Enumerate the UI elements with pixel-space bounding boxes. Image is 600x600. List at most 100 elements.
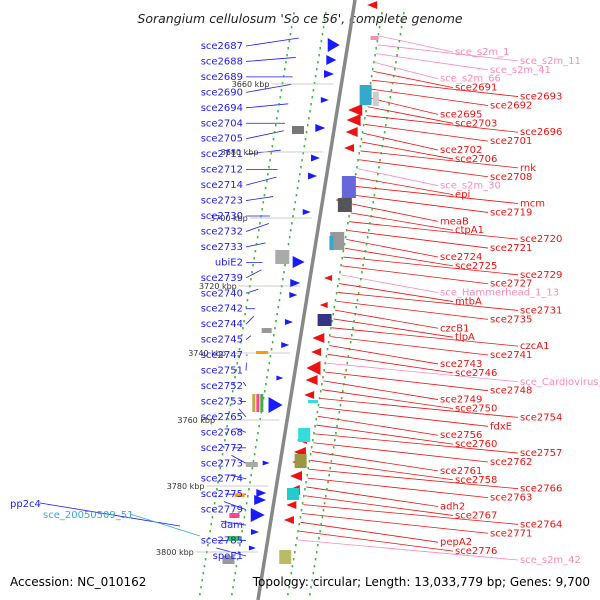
track-tick — [253, 453, 256, 456]
gene-label-left: sce2785 — [201, 536, 243, 547]
label-connector — [245, 223, 270, 232]
track-tick — [332, 313, 334, 316]
gene-label-right: meaB — [440, 216, 469, 227]
gene-label-right: sce2720 — [520, 234, 562, 245]
label-connector — [337, 292, 519, 311]
violet-block — [317, 314, 332, 326]
track-tick — [344, 376, 346, 379]
gene-arrow — [304, 391, 315, 399]
track-tick — [318, 537, 320, 540]
track-tick — [311, 579, 313, 582]
track-tick — [274, 124, 277, 127]
track-tick — [321, 383, 323, 386]
track-tick — [307, 467, 310, 470]
track-tick — [302, 495, 305, 498]
track-tick — [275, 320, 277, 323]
track-tick — [353, 320, 355, 323]
track-tick — [308, 117, 310, 120]
track-tick — [277, 306, 280, 309]
gene-label-left: sce2704 — [201, 118, 243, 129]
gene-label-left: sce2751 — [201, 366, 243, 377]
label-connectors — [39, 35, 519, 561]
track-tick — [376, 40, 379, 43]
track-tick — [302, 152, 305, 155]
track-tick — [260, 215, 262, 218]
track-tick — [227, 418, 230, 421]
track-tick — [388, 103, 390, 106]
track-tick — [380, 152, 383, 155]
gene-label-left: sce2689 — [201, 72, 243, 83]
track-tick — [279, 292, 282, 295]
label-connector — [242, 381, 247, 387]
track-tick — [386, 117, 388, 120]
track-tick — [251, 467, 254, 470]
gene-label-right: mtbA — [455, 297, 482, 308]
track-tick — [268, 362, 271, 365]
gene-arrow — [292, 256, 305, 268]
gene-label-left: sce2714 — [201, 180, 243, 191]
gene-label-right: czcB1 — [440, 323, 469, 334]
track-tick — [364, 250, 367, 253]
track-tick — [361, 131, 364, 134]
track-tick — [391, 82, 394, 85]
gene-arrow — [256, 489, 267, 497]
track-tick — [252, 460, 255, 463]
track-tick — [377, 33, 380, 36]
track-tick — [242, 523, 245, 526]
cyan-block — [308, 400, 319, 403]
rna-label-right: sce_s2m_42 — [520, 555, 581, 566]
track-tick — [304, 488, 306, 491]
track-tick — [375, 47, 378, 50]
label-connector — [329, 345, 439, 365]
label-connector — [330, 336, 489, 356]
track-tick — [296, 187, 299, 190]
kbp-tick-label: 3760 kbp — [177, 416, 215, 425]
track-tick — [288, 40, 291, 43]
gene-arrow — [326, 55, 337, 65]
track-tick — [338, 278, 340, 281]
rna-label-right: sce_Cardiovirus_CRE_33 — [520, 377, 600, 388]
track-tick — [294, 201, 297, 204]
label-connector — [245, 37, 299, 47]
track-tick — [287, 243, 290, 246]
track-tick — [276, 117, 278, 120]
track-tick — [218, 474, 220, 477]
gene-label-right: sce2721 — [490, 243, 532, 254]
track-tick — [339, 271, 341, 274]
track-tick — [273, 131, 276, 134]
label-connector — [373, 70, 454, 89]
label-connector — [245, 57, 296, 62]
track-tick — [403, 12, 405, 15]
track-tick — [362, 264, 364, 267]
gene-label-right: ctpA1 — [455, 225, 484, 236]
track-tick — [252, 264, 254, 267]
orange-block — [234, 494, 245, 497]
label-connector — [351, 203, 439, 222]
magenta-block — [229, 513, 240, 518]
track-tick — [351, 334, 353, 337]
gene-label-right: sce2741 — [490, 350, 532, 361]
gene-label-right: sce2758 — [455, 475, 497, 486]
gene-arrow — [289, 292, 298, 298]
track-tick — [316, 68, 318, 71]
track-tick — [320, 523, 323, 526]
track-tick — [355, 306, 358, 309]
track-tick — [365, 110, 367, 113]
gene-label-right: fdxE — [490, 421, 512, 432]
gene-label-left: sce2688 — [201, 56, 243, 67]
label-connector — [304, 495, 454, 516]
track-tick — [343, 383, 345, 386]
label-connector — [353, 194, 489, 213]
gene-arrow — [262, 460, 270, 466]
gene-label-left: sce2694 — [201, 103, 243, 114]
rna-label-right: sce_s2m_1 — [455, 47, 510, 58]
label-connector — [374, 62, 439, 80]
track-tick — [282, 75, 285, 78]
rna-label-right: sce_s2m_66 — [440, 74, 501, 85]
label-connector — [238, 408, 247, 418]
stripe-block — [252, 394, 256, 412]
gene-arrow — [284, 319, 293, 325]
map-title: Sorangium cellulosum 'So ce 56', complet… — [137, 11, 462, 26]
label-connector — [361, 141, 454, 160]
track-tick — [233, 383, 235, 386]
